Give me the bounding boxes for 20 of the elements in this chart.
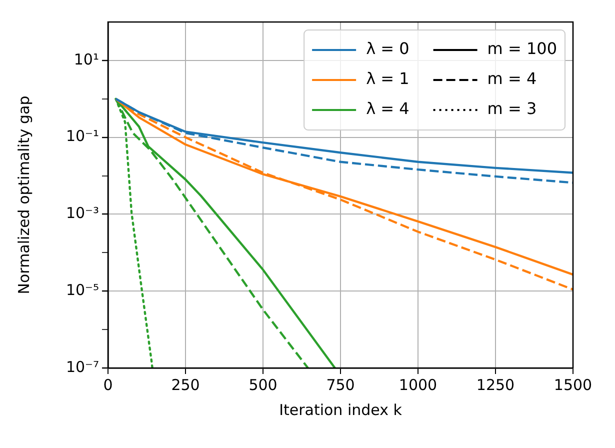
legend-label: m = 100 <box>487 39 557 58</box>
y-tick-label: 10⁻⁷ <box>66 358 99 376</box>
legend-label: λ = 0 <box>366 39 410 58</box>
x-tick-label: 750 <box>326 376 355 394</box>
legend-label: λ = 4 <box>366 99 410 118</box>
y-tick-label: 10⁻¹ <box>66 127 99 146</box>
x-tick-label: 0 <box>103 376 113 394</box>
x-tick-label: 1500 <box>554 376 592 394</box>
y-axis-title: Normalized optimality gap <box>14 96 33 294</box>
legend-label: m = 4 <box>487 69 537 88</box>
y-tick-label: 10⁻⁵ <box>66 281 99 299</box>
x-tick-label: 1250 <box>476 376 515 394</box>
legend-label: λ = 1 <box>366 69 410 88</box>
legend-label: m = 3 <box>487 99 537 118</box>
y-tick-label: 10⁻³ <box>66 204 99 222</box>
y-tick-label: 10¹ <box>74 50 99 68</box>
x-tick-label: 500 <box>248 376 278 394</box>
x-axis-title: Iteration index k <box>279 400 402 419</box>
x-tick-label: 1000 <box>398 376 438 394</box>
x-tick-label: 250 <box>171 376 200 394</box>
